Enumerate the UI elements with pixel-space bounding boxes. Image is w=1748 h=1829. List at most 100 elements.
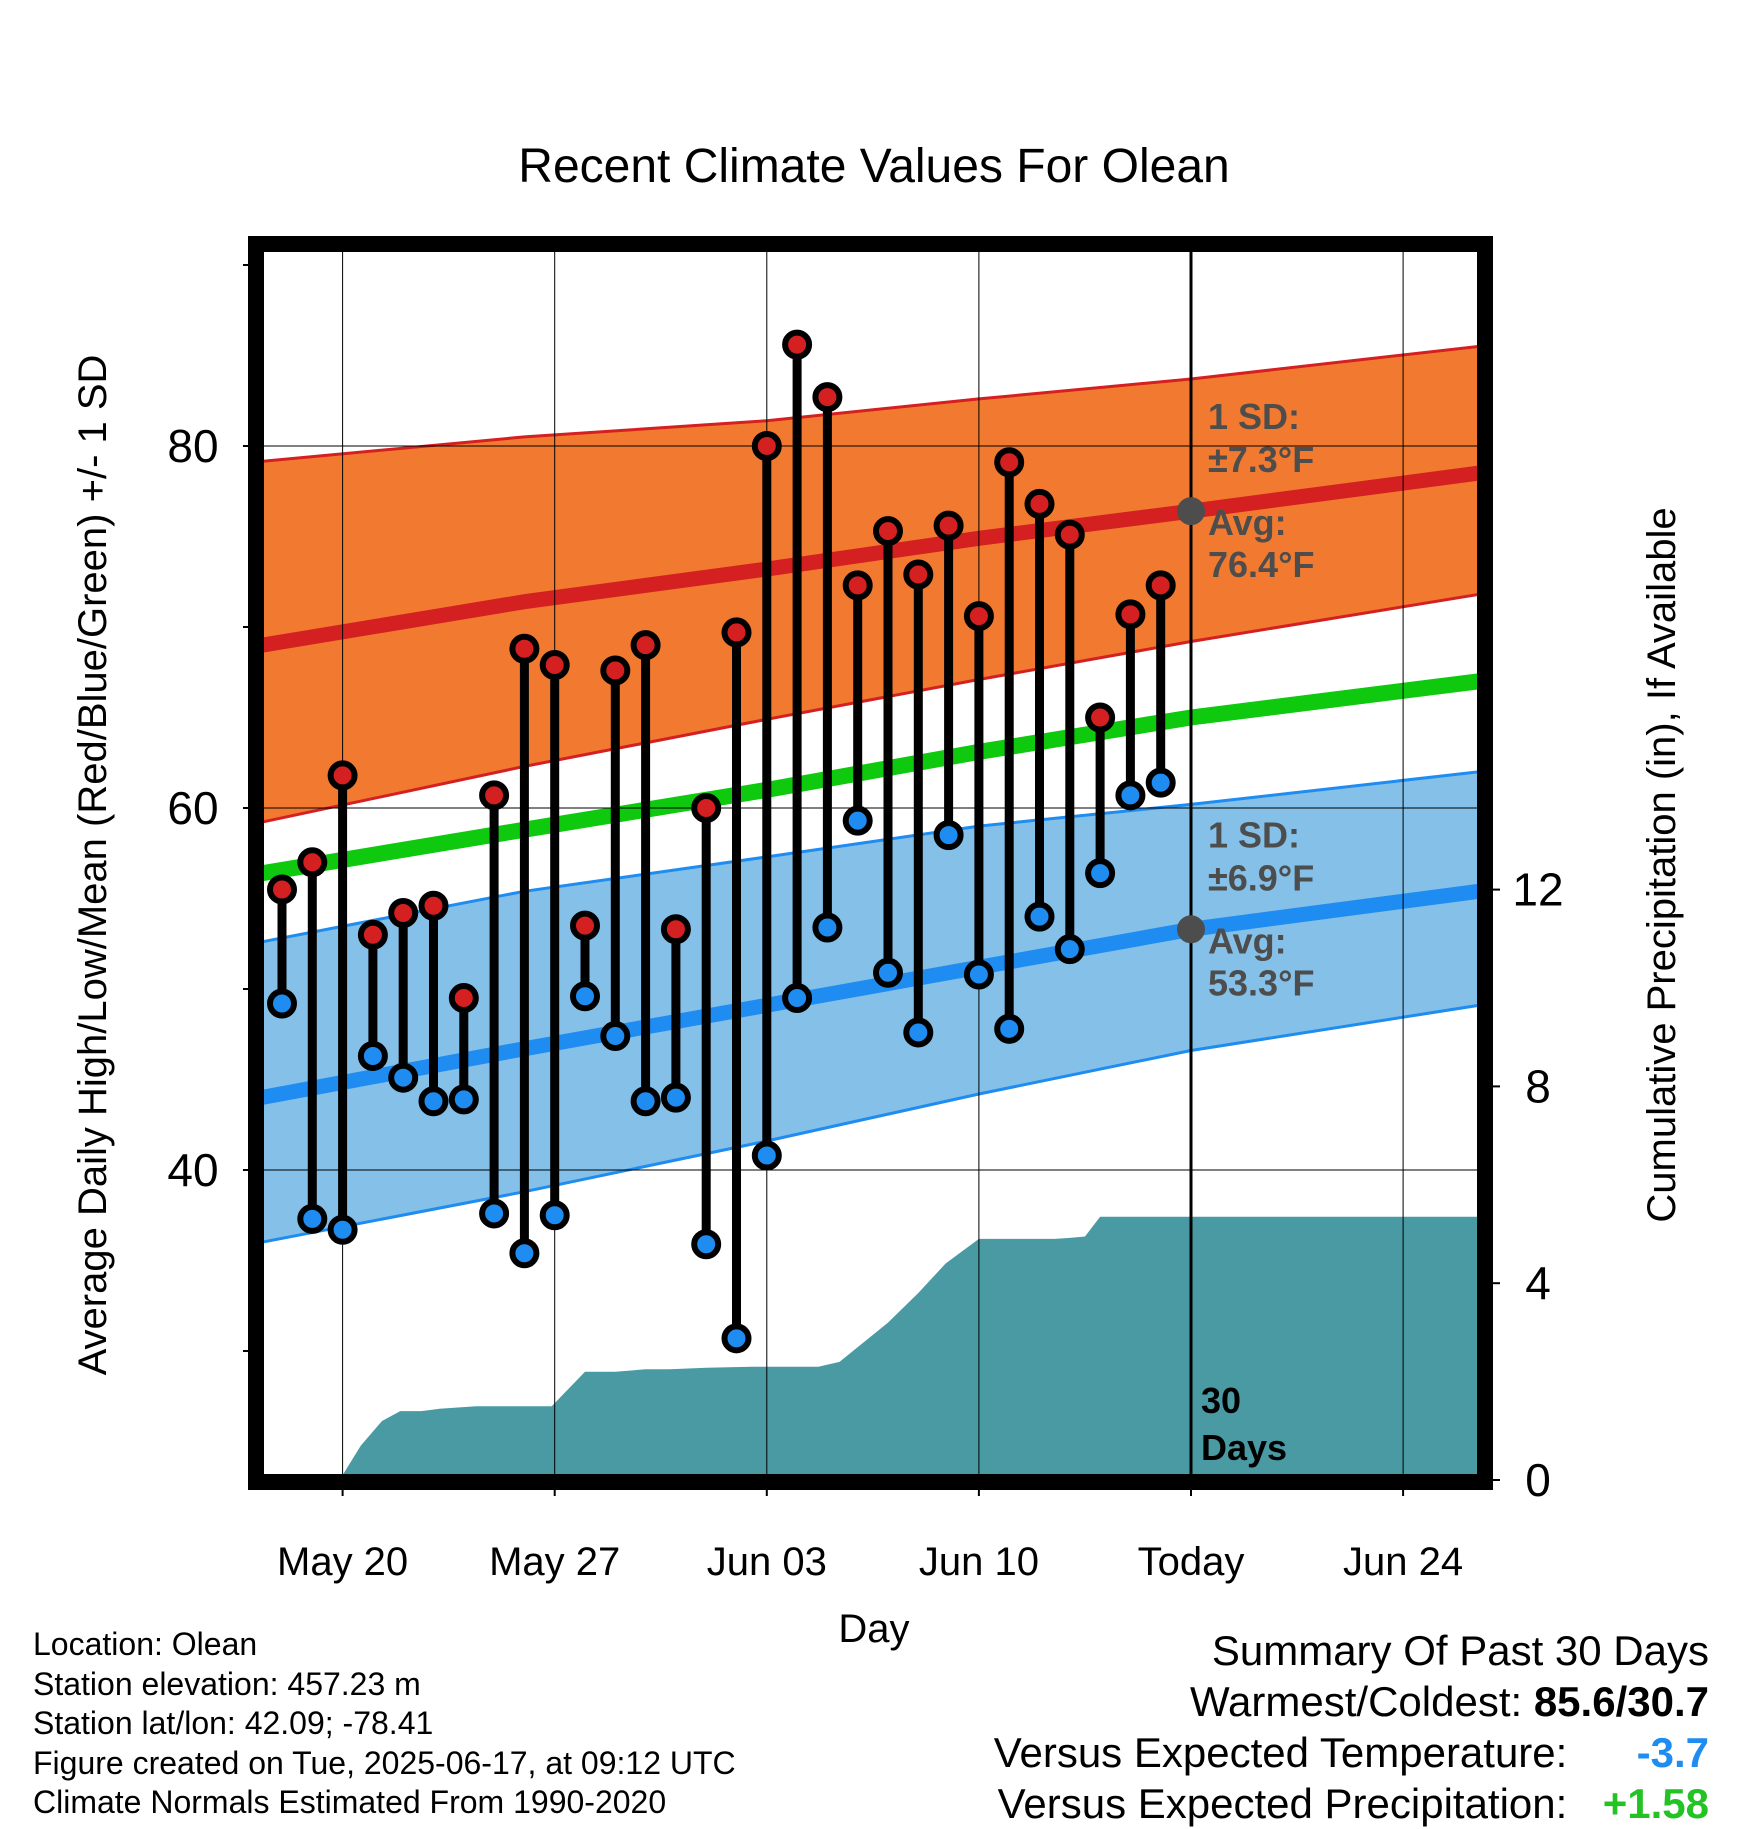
x-axis-label: Day — [838, 1607, 909, 1651]
daily-low-point — [782, 983, 813, 1014]
low-sd-lower-line — [263, 1003, 1478, 1244]
plot-area — [263, 245, 1478, 1475]
daily-low-point — [812, 912, 843, 943]
y2-tick-label: 12 — [1512, 864, 1563, 916]
mean-avg-line — [263, 673, 1478, 882]
daily-high-point — [509, 633, 540, 664]
daily-high-point — [1024, 488, 1055, 519]
x-tick-label: Jun 10 — [919, 1540, 1039, 1584]
daily-high-point — [630, 630, 661, 661]
latlon-text: Station lat/lon: 42.09; -78.41 — [33, 1705, 434, 1741]
temp-anomaly-row: Versus Expected Temperature: -3.7 — [994, 1727, 1709, 1778]
daily-low-point — [327, 1214, 358, 1245]
precip-anomaly-value: +1.58 — [1602, 1780, 1709, 1827]
daily-high-point — [448, 983, 479, 1014]
y2-tick-label: 4 — [1525, 1257, 1551, 1309]
daily-high-point — [751, 431, 782, 461]
daily-low-point — [267, 988, 297, 1019]
daily-high-point — [297, 847, 328, 878]
daily-low-point — [630, 1086, 661, 1117]
daily-high-point — [479, 780, 510, 811]
daily-low-point — [1085, 858, 1116, 889]
high-sd-upper-line — [263, 344, 1478, 463]
precip-area — [342, 1216, 1478, 1475]
days-unit-label: Days — [1201, 1427, 1287, 1468]
daily-high-point — [357, 919, 388, 950]
created-text: Figure created on Tue, 2025-06-17, at 09… — [33, 1744, 736, 1781]
daily-high-point — [1115, 599, 1146, 630]
daily-high-point — [782, 329, 813, 360]
daily-low-point — [509, 1238, 540, 1269]
daily-low-point — [1145, 767, 1176, 798]
elevation-text: Station elevation: 457.23 m — [33, 1665, 421, 1702]
y-tick-label: 40 — [167, 1144, 218, 1196]
x-tick-label: May 20 — [277, 1540, 408, 1584]
today-high-avg-marker — [1177, 497, 1205, 526]
daily-high-point — [388, 897, 419, 928]
summary-title: Summary Of Past 30 Days — [1211, 1627, 1709, 1674]
low-sd-value: ±6.9°F — [1208, 857, 1314, 898]
daily-low-point — [873, 957, 903, 988]
y-tick-label: 60 — [167, 782, 218, 834]
high-sd-label: 1 SD: — [1208, 396, 1300, 437]
daily-high-point — [660, 914, 691, 945]
high-avg-value: 76.4°F — [1208, 544, 1314, 585]
daily-high-point — [327, 760, 358, 791]
low-avg-label: Avg: — [1208, 920, 1287, 961]
daily-low-point — [448, 1084, 479, 1115]
daily-low-point — [539, 1200, 570, 1231]
normals-text: Climate Normals Estimated From 1990-2020 — [33, 1784, 667, 1820]
warmest-coldest-value: 85.6/30.7 — [1533, 1678, 1709, 1725]
today-low-avg-marker — [1177, 915, 1205, 944]
y-axis-label: Average Daily High/Low/Mean (Red/Blue/Gr… — [71, 355, 115, 1376]
daily-high-point — [267, 874, 297, 905]
daily-low-point — [297, 1203, 328, 1234]
daily-low-point — [994, 1013, 1025, 1044]
precip-anomaly-row: Versus Expected Precipitation: +1.58 — [994, 1778, 1709, 1829]
warmest-coldest-row: Warmest/Coldest: 85.6/30.7 — [994, 1676, 1709, 1727]
daily-high-point — [812, 382, 843, 413]
daily-low-point — [1115, 780, 1146, 811]
daily-high-point — [721, 617, 752, 648]
plot-frame — [248, 236, 1493, 1490]
daily-high-point — [842, 570, 873, 601]
daily-high-point — [539, 650, 570, 681]
daily-low-point — [479, 1198, 510, 1229]
high-sd-lower-line — [263, 593, 1478, 824]
daily-low-point — [933, 820, 964, 851]
daily-high-point — [903, 559, 934, 590]
daily-low-point — [660, 1082, 691, 1113]
daily-high-point — [1054, 519, 1085, 550]
daily-high-point — [570, 910, 600, 941]
daily-low-point — [357, 1040, 388, 1071]
y2-axis-label: Cumulative Precipitation (in), If Availa… — [1640, 507, 1684, 1222]
chart-title: Recent Climate Values For Olean — [518, 140, 1229, 193]
location-text: Location: Olean — [33, 1626, 258, 1662]
y2-tick-label: 0 — [1525, 1454, 1551, 1506]
daily-high-point — [600, 655, 631, 686]
daily-low-point — [1024, 901, 1055, 932]
daily-low-point — [963, 959, 994, 990]
daily-low-point — [388, 1062, 419, 1093]
y-tick-label: 80 — [167, 420, 218, 472]
daily-low-point — [600, 1021, 631, 1052]
temp-anomaly-value: -3.7 — [1636, 1729, 1709, 1776]
daily-high-point — [691, 793, 722, 823]
low-sd-upper-line — [263, 770, 1478, 944]
daily-low-point — [721, 1323, 752, 1354]
daily-low-point — [418, 1086, 449, 1117]
daily-high-point — [963, 601, 994, 632]
daily-low-point — [903, 1017, 934, 1048]
low-avg-line — [263, 883, 1478, 1105]
low-sd-band — [263, 771, 1478, 1243]
station-info: Location: Olean Station elevation: 457.2… — [33, 1625, 736, 1823]
daily-low-point — [1054, 934, 1085, 965]
temp-anomaly-label: Versus Expected Temperature: — [993, 1729, 1568, 1776]
high-avg-line — [263, 465, 1478, 653]
precip-anomaly-label: Versus Expected Precipitation: — [997, 1780, 1568, 1827]
daily-low-point — [751, 1140, 782, 1171]
low-avg-value: 53.3°F — [1208, 962, 1314, 1003]
x-tick-label: Jun 03 — [707, 1540, 827, 1584]
